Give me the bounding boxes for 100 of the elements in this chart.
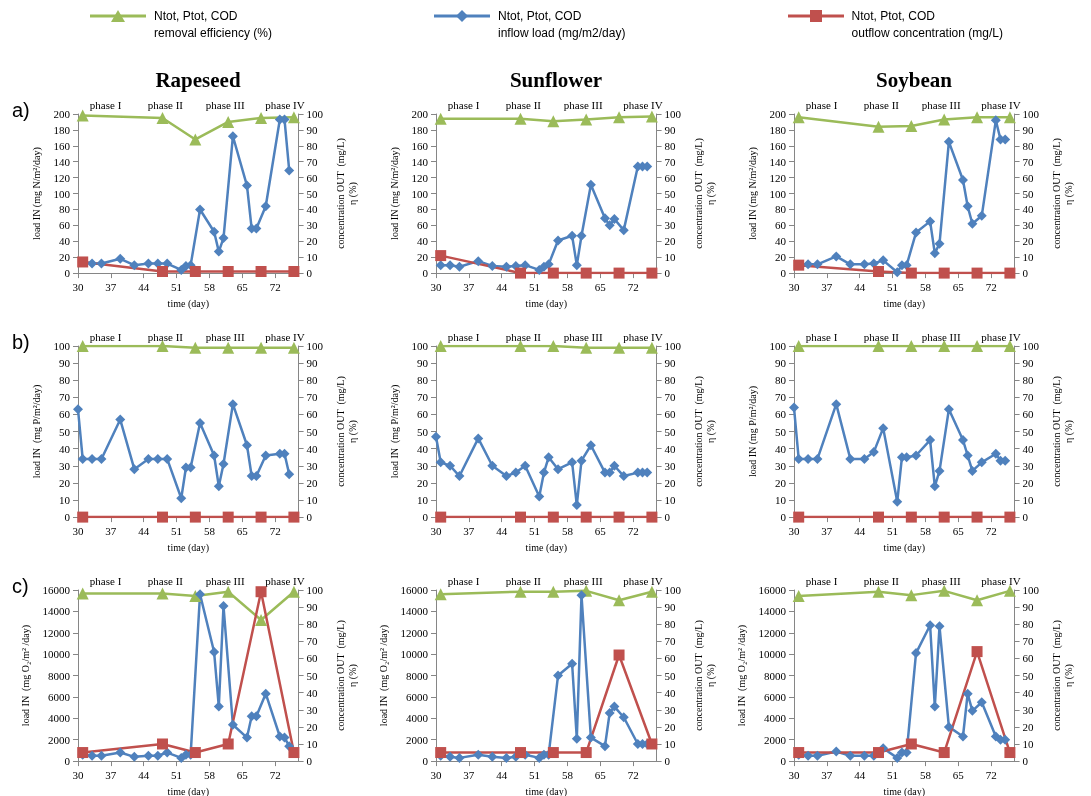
x-tick-label: 65 <box>236 768 249 781</box>
x-tick-label: 51 <box>887 524 899 537</box>
x-tick-label: 65 <box>594 280 607 293</box>
text: phase IV <box>981 330 1021 343</box>
point <box>434 588 447 601</box>
y2-tick-label: 100 <box>664 584 682 596</box>
point <box>967 218 978 229</box>
point <box>646 738 658 750</box>
point <box>872 747 884 759</box>
y2-tick-label: 30 <box>664 703 677 716</box>
y2-tick-label: 70 <box>1022 635 1035 648</box>
text: phase IV <box>981 574 1021 587</box>
point <box>156 511 168 523</box>
x-tick-label: 58 <box>919 768 932 781</box>
point <box>520 460 531 471</box>
point <box>287 341 300 354</box>
y2-tick-label: 0 <box>1022 511 1029 524</box>
x-tick-label: 51 <box>171 524 183 537</box>
x-tick-label: 51 <box>529 280 541 293</box>
point <box>929 701 940 712</box>
y-tick-label: 14000 <box>758 605 787 618</box>
x-tick-label: 44 <box>138 280 150 293</box>
text: phase I <box>805 574 838 587</box>
point <box>580 113 593 126</box>
point <box>514 511 526 523</box>
y2-tick-label: 20 <box>1022 235 1035 248</box>
point <box>585 440 596 451</box>
x-tick-label: 72 <box>627 768 639 781</box>
point <box>1004 267 1016 279</box>
y-tick-label: 140 <box>411 155 429 168</box>
point <box>618 471 629 482</box>
point <box>209 647 220 658</box>
point <box>971 646 983 658</box>
y-tick-label: 2000 <box>406 733 429 746</box>
x-tick-label: 72 <box>627 524 639 537</box>
y2-tick-label: 30 <box>1022 703 1035 716</box>
y2-axis-title: concentration OUT (mg/L) η (%) <box>692 138 717 249</box>
y-tick-label: 140 <box>769 155 787 168</box>
y-tick-label: 0 <box>422 511 429 524</box>
point <box>567 230 578 241</box>
point <box>911 648 922 659</box>
point <box>553 670 564 681</box>
y2-tick-label: 20 <box>664 235 677 248</box>
y2-tick-label: 60 <box>1022 408 1035 421</box>
text: phase I <box>447 330 480 343</box>
y2-tick-label: 70 <box>664 391 677 404</box>
point <box>792 589 805 602</box>
y2-tick-label: 90 <box>664 357 677 370</box>
y-tick-label: 40 <box>775 442 787 455</box>
y2-tick-label: 0 <box>306 267 313 280</box>
point <box>831 399 842 410</box>
x-tick-label: 44 <box>854 280 866 293</box>
x-tick-label: 37 <box>821 524 833 537</box>
chart-subtitle: c) <box>12 575 29 597</box>
point <box>604 220 615 231</box>
point <box>845 453 856 464</box>
x-tick-label: 37 <box>463 524 475 537</box>
point <box>943 136 954 147</box>
y2-tick-label: 50 <box>1022 669 1035 682</box>
y-axis-title: load IN (mg N/m²/day) <box>747 147 760 240</box>
point <box>96 453 107 464</box>
x-axis-title: time (day) <box>883 785 925 796</box>
point <box>905 267 917 279</box>
y2-tick-label: 80 <box>664 374 677 387</box>
y2-tick-label: 10 <box>306 251 319 264</box>
point <box>792 111 805 124</box>
x-tick-label: 51 <box>529 524 541 537</box>
x-axis-title: time (day) <box>167 297 209 310</box>
y-tick-label: 14000 <box>400 605 429 618</box>
y2-tick-label: 30 <box>306 703 319 716</box>
point <box>576 455 587 466</box>
point <box>241 180 252 191</box>
text: phase II <box>863 574 900 587</box>
point <box>613 267 625 279</box>
y-tick-label: 40 <box>417 442 429 455</box>
y-tick-label: 60 <box>775 219 787 232</box>
y2-tick-label: 50 <box>664 425 677 438</box>
text: phase I <box>89 574 122 587</box>
point <box>514 267 526 279</box>
point <box>872 120 885 133</box>
y2-tick-label: 70 <box>664 155 677 168</box>
text: phase II <box>505 98 542 111</box>
y-tick-label: 60 <box>59 408 71 421</box>
x-tick-label: 44 <box>138 768 150 781</box>
point <box>222 266 234 278</box>
y-tick-label: 10000 <box>400 648 429 661</box>
point <box>567 457 578 468</box>
point <box>905 738 917 750</box>
y2-tick-label: 60 <box>664 171 677 184</box>
y-tick-label: 20 <box>775 251 787 264</box>
point <box>288 511 300 523</box>
x-tick-label: 58 <box>203 280 216 293</box>
text: phase II <box>147 574 184 587</box>
point <box>241 732 252 743</box>
y-tick-label: 0 <box>64 755 71 768</box>
text: phase III <box>563 98 603 111</box>
x-tick-label: 72 <box>627 280 639 293</box>
point <box>76 340 89 352</box>
point <box>213 701 224 712</box>
point <box>976 697 987 708</box>
